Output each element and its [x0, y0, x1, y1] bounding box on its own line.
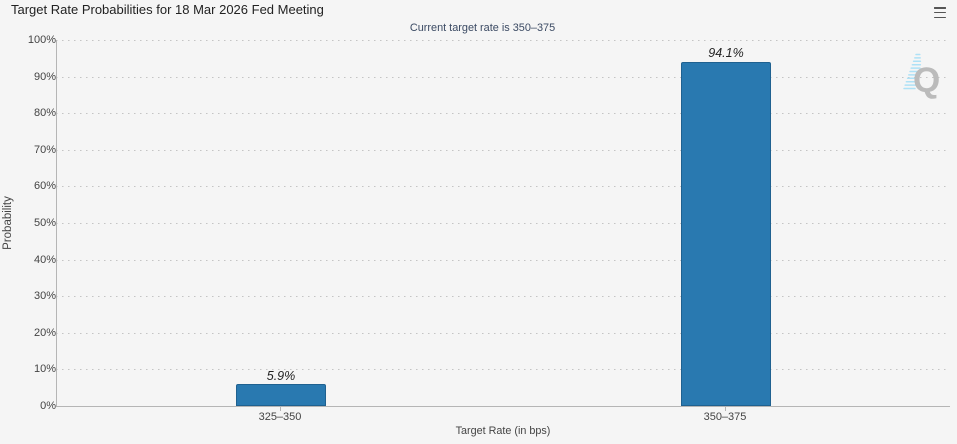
- svg-text:Q: Q: [913, 61, 940, 100]
